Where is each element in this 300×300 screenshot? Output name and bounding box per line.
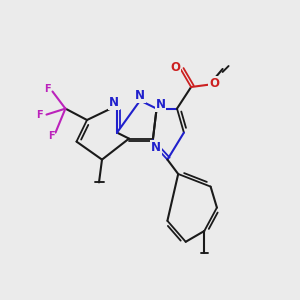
Text: N: N [151, 141, 161, 154]
Text: O: O [209, 76, 219, 90]
Text: F: F [37, 110, 43, 120]
Text: N: N [155, 98, 166, 112]
Text: N: N [109, 96, 119, 109]
Text: N: N [135, 89, 145, 103]
Text: F: F [44, 84, 50, 94]
Text: F: F [48, 130, 54, 141]
Text: O: O [170, 61, 180, 74]
